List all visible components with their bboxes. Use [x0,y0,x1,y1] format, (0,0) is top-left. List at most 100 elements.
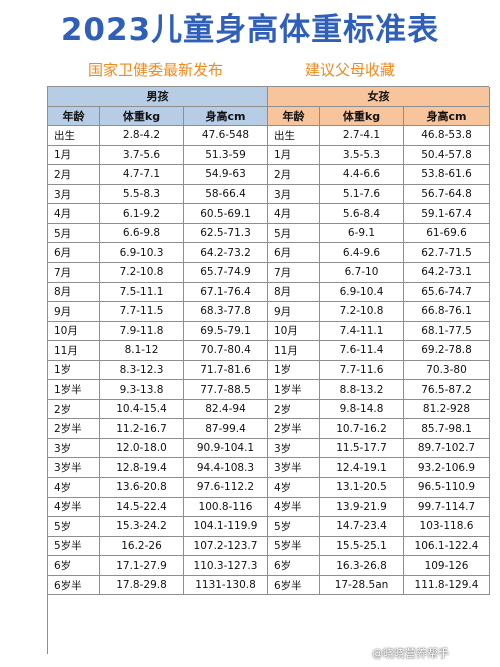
table-cell-age-boy: 8月 [48,282,100,303]
table-cell-age-boy: 9月 [48,302,100,322]
column-header-weight-girl: 体重kg [320,106,404,127]
table-cell-weight-boy: 6.9-10.3 [100,243,184,263]
table-cell-age-boy: 5岁 [48,517,100,537]
table-cell-height-boy: 64.2-73.2 [184,243,268,263]
table-cell-age-boy: 6岁半 [48,575,100,596]
table-cell-weight-girl: 6.9-10.4 [320,282,404,303]
table-cell-height-boy: 1131-130.8 [184,575,268,596]
table-cell-weight-girl: 17-28.5an [320,575,404,596]
page-title: 2023儿童身高体重标准表 [60,12,440,48]
table-cell-weight-girl: 3.5-5.3 [320,145,404,166]
column-header-weight-boy: 体重kg [100,106,184,127]
table-cell-weight-girl: 7.4-11.1 [320,321,404,342]
table-cell-weight-boy: 6.6-9.8 [100,223,184,244]
table-cell-height-boy: 71.7-81.6 [184,360,268,381]
table-cell-age-girl: 7月 [268,262,320,283]
table-cell-height-girl: 50.4-57.8 [404,145,490,166]
table-cell-age-girl: 9月 [268,302,320,322]
table-cell-height-girl: 103-118.6 [404,517,490,537]
table-cell-age-boy: 3月 [48,184,100,205]
group-header-girl: 女孩 [268,87,490,107]
table-cell-age-girl: 10月 [268,321,320,342]
table-cell-height-boy: 87-99.4 [184,419,268,439]
table-cell-weight-boy: 17.1-27.9 [100,556,184,576]
table-cell-height-girl: 66.8-76.1 [404,302,490,322]
table-cell-height-girl: 56.7-64.8 [404,184,490,205]
table-cell-height-girl: 76.5-87.2 [404,380,490,400]
table-cell-height-girl: 93.2-106.9 [404,458,490,479]
table-cell-height-boy: 107.2-123.7 [184,536,268,557]
table-cell-height-boy: 47.6-548 [184,126,268,146]
table-cell-age-girl: 6月 [268,243,320,263]
table-cell-weight-girl: 14.7-23.4 [320,517,404,537]
table-cell-age-girl: 4月 [268,204,320,224]
table-cell-weight-boy: 10.4-15.4 [100,399,184,420]
table-cell-age-boy: 1岁半 [48,380,100,400]
table-cell-age-girl: 1岁半 [268,380,320,400]
table-cell-weight-girl: 10.7-16.2 [320,419,404,439]
table-cell-age-boy: 2岁半 [48,419,100,439]
column-header-height-boy: 身高cm [184,106,268,127]
table-cell-weight-girl: 5.6-8.4 [320,204,404,224]
table-cell-height-boy: 110.3-127.3 [184,556,268,576]
table-cell-height-boy: 54.9-63 [184,165,268,185]
table-cell-height-girl: 89.7-102.7 [404,438,490,459]
table-cell-height-boy: 94.4-108.3 [184,458,268,479]
table-cell-age-girl: 5岁半 [268,536,320,557]
table-cell-age-boy: 出生 [48,126,100,146]
table-cell-age-girl: 1月 [268,145,320,166]
table-cell-height-boy: 104.1-119.9 [184,517,268,537]
table-cell-weight-girl: 7.7-11.6 [320,360,404,381]
table-cell-age-girl: 2岁 [268,399,320,420]
table-cell-age-girl: 5岁 [268,517,320,537]
table-cell-weight-boy: 5.5-8.3 [100,184,184,205]
table-cell-weight-girl: 5.1-7.6 [320,184,404,205]
table-cell-weight-boy: 6.1-9.2 [100,204,184,224]
table-cell-weight-boy: 7.7-11.5 [100,302,184,322]
table-cell-age-boy: 4月 [48,204,100,224]
table-cell-height-boy: 69.5-79.1 [184,321,268,342]
table-cell-weight-boy: 8.3-12.3 [100,360,184,381]
table-cell-age-girl: 3岁半 [268,458,320,479]
table-cell-height-girl: 62.7-71.5 [404,243,490,263]
table-cell-age-boy: 3岁半 [48,458,100,479]
table-cell-height-boy: 67.1-76.4 [184,282,268,303]
column-header-age-boy: 年龄 [48,106,100,127]
table-cell-weight-girl: 13.1-20.5 [320,478,404,498]
table-cell-age-boy: 5岁半 [48,536,100,557]
table-cell-height-girl: 69.2-78.8 [404,341,490,361]
table-cell-age-boy: 2月 [48,165,100,185]
table-cell-age-girl: 3月 [268,184,320,205]
table-cell-height-boy: 90.9-104.1 [184,438,268,459]
growth-standard-table: 男孩 女孩 年龄 体重kg 身高cm 年龄 体重kg 身高cm 出生 2.8-4.… [47,86,490,654]
table-cell-weight-girl: 6-9.1 [320,223,404,244]
table-cell-weight-girl: 13.9-21.9 [320,497,404,518]
table-cell-weight-girl: 15.5-25.1 [320,536,404,557]
table-cell-age-girl: 3岁 [268,438,320,459]
table-cell-height-girl: 64.2-73.1 [404,262,490,283]
table-cell-weight-boy: 7.9-11.8 [100,321,184,342]
table-cell-weight-boy: 15.3-24.2 [100,517,184,537]
table-cell-age-boy: 1岁 [48,360,100,381]
table-cell-weight-girl: 16.3-26.8 [320,556,404,576]
table-cell-height-girl: 85.7-98.1 [404,419,490,439]
table-cell-height-boy: 65.7-74.9 [184,262,268,283]
table-cell-weight-boy: 17.8-29.8 [100,575,184,596]
table-cell-height-boy: 77.7-88.5 [184,380,268,400]
table-cell-age-boy: 5月 [48,223,100,244]
table-cell-weight-boy: 4.7-7.1 [100,165,184,185]
table-cell-age-girl: 6岁 [268,556,320,576]
table-cell-age-boy: 7月 [48,262,100,283]
table-cell-age-boy: 11月 [48,341,100,361]
table-cell-weight-boy: 2.8-4.2 [100,126,184,146]
table-cell-weight-boy: 11.2-16.7 [100,419,184,439]
table-cell-weight-girl: 6.4-9.6 [320,243,404,263]
table-cell-age-girl: 11月 [268,341,320,361]
table-cell-height-girl: 70.3-80 [404,360,490,381]
table-cell-age-girl: 2月 [268,165,320,185]
table-cell-height-boy: 100.8-116 [184,497,268,518]
table-cell-weight-boy: 13.6-20.8 [100,478,184,498]
table-cell-height-girl: 65.6-74.7 [404,282,490,303]
table-cell-height-boy: 60.5-69.1 [184,204,268,224]
subtitle-tip: 建议父母收藏 [305,61,396,79]
